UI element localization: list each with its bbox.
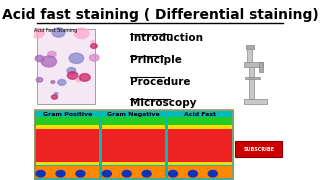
Circle shape (36, 170, 45, 177)
Bar (36, 128, 99, 164)
Text: Microscopy: Microscopy (130, 98, 196, 108)
Bar (236, 141, 282, 157)
Bar (249, 63, 254, 99)
Text: Principle: Principle (130, 55, 182, 65)
Bar (167, 110, 233, 180)
Bar (168, 128, 232, 164)
Bar (168, 166, 232, 178)
Circle shape (76, 78, 82, 82)
Bar (247, 46, 252, 62)
Bar (34, 110, 233, 180)
Text: Gram Negative: Gram Negative (107, 112, 160, 117)
Bar (168, 117, 232, 125)
Circle shape (35, 55, 44, 62)
Text: Procedure: Procedure (130, 76, 190, 87)
Bar (34, 110, 100, 180)
Bar (244, 99, 267, 104)
Circle shape (56, 170, 65, 177)
Bar (36, 162, 99, 165)
Circle shape (92, 40, 94, 42)
Circle shape (37, 29, 42, 32)
Circle shape (41, 56, 57, 67)
Circle shape (48, 51, 56, 57)
Bar (168, 125, 232, 129)
Circle shape (52, 95, 58, 99)
Circle shape (91, 44, 97, 48)
Circle shape (102, 170, 111, 177)
Bar (102, 125, 165, 129)
Text: Acid fast staining ( Differential staining): Acid fast staining ( Differential staini… (2, 8, 318, 22)
Circle shape (67, 68, 76, 74)
Circle shape (52, 28, 65, 37)
Circle shape (68, 72, 78, 79)
Text: Introduction: Introduction (130, 33, 203, 43)
Circle shape (188, 170, 197, 177)
Circle shape (58, 80, 66, 85)
Bar (102, 117, 165, 125)
Circle shape (89, 54, 99, 61)
Bar (37, 29, 95, 104)
Text: Acid Fast Staining: Acid Fast Staining (34, 28, 77, 33)
Bar (36, 125, 99, 129)
Bar (259, 62, 263, 72)
Bar (100, 110, 167, 180)
Bar (168, 162, 232, 165)
Circle shape (122, 170, 131, 177)
Bar (244, 62, 263, 67)
Bar (102, 166, 165, 178)
Circle shape (168, 170, 178, 177)
Bar (34, 110, 233, 180)
Circle shape (76, 170, 85, 177)
Text: Acid Fast: Acid Fast (184, 112, 216, 117)
Circle shape (74, 28, 89, 39)
Circle shape (79, 74, 90, 81)
Circle shape (69, 53, 84, 64)
Bar (246, 45, 254, 49)
Circle shape (208, 170, 217, 177)
Circle shape (51, 81, 55, 83)
Circle shape (142, 170, 151, 177)
Text: SUBSCRIBE: SUBSCRIBE (243, 147, 274, 152)
Bar (102, 162, 165, 165)
Circle shape (36, 78, 43, 82)
Text: Gram Positive: Gram Positive (43, 112, 92, 117)
Circle shape (54, 92, 58, 95)
Bar (34, 0, 286, 113)
Bar (245, 76, 260, 79)
Circle shape (31, 28, 44, 38)
Bar (36, 117, 99, 125)
Bar (102, 128, 165, 164)
Bar (36, 166, 99, 178)
